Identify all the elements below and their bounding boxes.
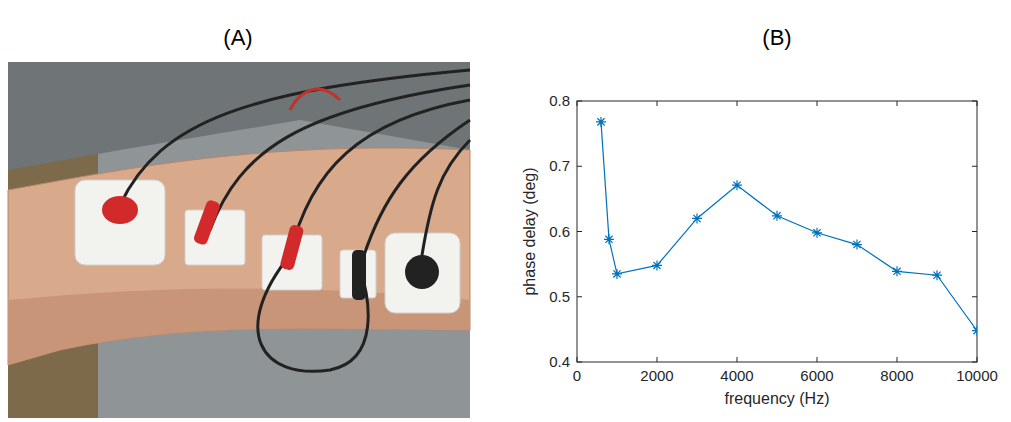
x-tick-label: 4000 bbox=[720, 367, 753, 384]
wire bbox=[120, 70, 470, 205]
x-tick-label: 0 bbox=[573, 367, 581, 384]
electrode-pad bbox=[75, 180, 165, 265]
black-clip bbox=[405, 255, 439, 289]
x-tick bbox=[817, 357, 818, 362]
panel-label: (A) bbox=[223, 25, 252, 50]
y-axis-title: phase delay (deg) bbox=[521, 167, 538, 295]
y-tick-label: 0.5 bbox=[549, 288, 570, 305]
plot-frame bbox=[577, 101, 977, 362]
series bbox=[596, 117, 977, 336]
red-clip bbox=[193, 199, 222, 246]
wire bbox=[360, 120, 470, 268]
photo-panel bbox=[8, 62, 470, 418]
y-tick-label: 0.8 bbox=[549, 92, 570, 109]
y-tick bbox=[577, 296, 582, 297]
x-tick-label: 2000 bbox=[640, 367, 673, 384]
axes: 0 2000 4000 6000 8000 10000 0.4 0.5 0.6 0.7 0.8 bbox=[549, 92, 998, 384]
x-tick bbox=[897, 357, 898, 362]
data-point bbox=[604, 234, 614, 244]
red-clip bbox=[102, 196, 138, 224]
data-point bbox=[612, 269, 622, 279]
y-tick bbox=[577, 166, 582, 167]
photo-background bbox=[8, 62, 470, 418]
x-tick-label: 6000 bbox=[800, 367, 833, 384]
wire bbox=[420, 140, 470, 268]
red-clip bbox=[279, 224, 304, 271]
y-tick bbox=[972, 231, 977, 232]
y-tick-label: 0.6 bbox=[549, 223, 570, 240]
data-point bbox=[732, 180, 742, 190]
x-tick bbox=[897, 101, 898, 106]
data-point bbox=[692, 213, 702, 223]
panel-label: (B) bbox=[762, 25, 791, 50]
figure: (A) (B) 0 2000 4000 6000 8000 10000 0.4 0.5 0.6 0.7… bbox=[0, 0, 1011, 422]
data-point bbox=[652, 260, 662, 270]
y-tick bbox=[577, 231, 582, 232]
x-tick-label: 10000 bbox=[956, 367, 998, 384]
data-point bbox=[852, 240, 862, 250]
y-tick-label: 0.7 bbox=[549, 157, 570, 174]
data-point bbox=[812, 228, 822, 238]
x-tick bbox=[817, 101, 818, 106]
wire bbox=[290, 89, 340, 110]
data-point bbox=[596, 117, 606, 127]
y-tick-label: 0.4 bbox=[549, 353, 570, 370]
x-tick bbox=[737, 357, 738, 362]
data-line bbox=[601, 122, 977, 331]
data-point bbox=[932, 270, 942, 280]
x-tick-label: 8000 bbox=[880, 367, 913, 384]
y-tick bbox=[972, 166, 977, 167]
data-point bbox=[892, 266, 902, 276]
black-clip bbox=[352, 250, 366, 300]
x-tick bbox=[737, 101, 738, 106]
plot-area bbox=[577, 101, 977, 362]
wire bbox=[258, 255, 368, 371]
data-point bbox=[772, 211, 782, 221]
data-point bbox=[972, 326, 977, 336]
x-axis-title: frequency (Hz) bbox=[725, 390, 830, 407]
y-tick bbox=[972, 296, 977, 297]
x-tick bbox=[657, 101, 658, 106]
x-tick bbox=[657, 357, 658, 362]
